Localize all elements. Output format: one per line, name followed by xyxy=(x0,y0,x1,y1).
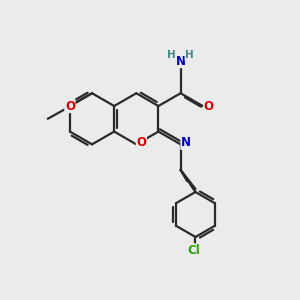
Text: N: N xyxy=(181,136,191,149)
Text: H: H xyxy=(185,50,194,60)
Text: O: O xyxy=(65,100,75,112)
Text: Cl: Cl xyxy=(188,244,200,257)
Text: H: H xyxy=(167,50,176,60)
Text: O: O xyxy=(136,136,146,149)
Text: O: O xyxy=(204,100,214,112)
Text: N: N xyxy=(176,55,186,68)
